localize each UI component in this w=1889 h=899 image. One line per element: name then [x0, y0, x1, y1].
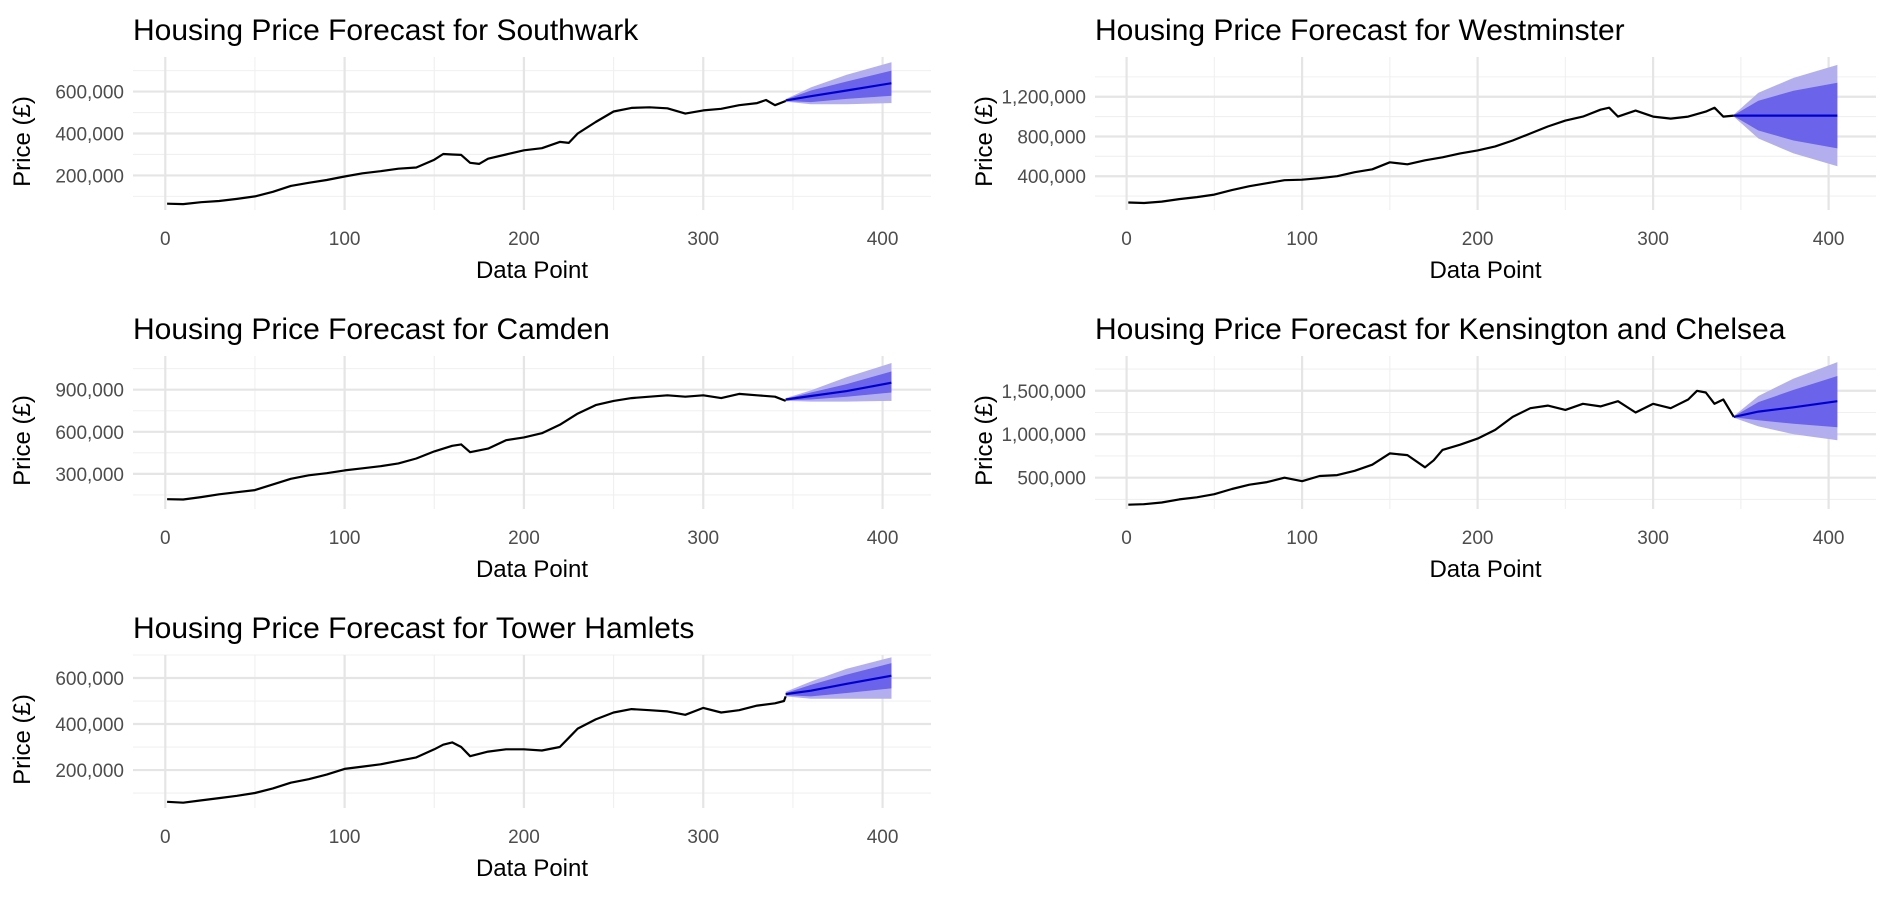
- history-line: [167, 98, 787, 206]
- x-tick-label: 200: [508, 229, 540, 250]
- y-axis-title: Price (£): [9, 395, 36, 486]
- x-tick-label: 0: [160, 229, 171, 250]
- x-axis-title: Data Point: [1429, 556, 1541, 583]
- x-tick-label: 100: [329, 229, 361, 250]
- x-axis-title: Data Point: [1429, 257, 1541, 284]
- x-tick-label: 400: [867, 827, 899, 848]
- y-axis-title: Price (£): [9, 694, 36, 785]
- x-tick-label: 0: [1121, 229, 1132, 250]
- chart-panel-5: 0 100 200 300 400 200,000 400,000 600,000 Housin…: [9, 612, 931, 882]
- y-axis-title: Price (£): [9, 96, 36, 187]
- forecast-mean-line: [785, 674, 892, 696]
- chart-panel-4: 0 100 200 300 400 500,000 1,000,000 1,500,000 Ho…: [971, 313, 1876, 583]
- history-line: [1128, 106, 1734, 205]
- y-tick-label: 600,000: [55, 669, 124, 690]
- x-tick-label: 100: [1286, 229, 1318, 250]
- y-tick-label: 600,000: [55, 423, 124, 444]
- y-tick-label: 900,000: [55, 381, 124, 402]
- y-tick-label: 400,000: [1017, 167, 1086, 188]
- x-tick-label: 400: [867, 528, 899, 549]
- x-tick-label: 400: [1813, 528, 1845, 549]
- y-tick-label: 1,500,000: [1001, 382, 1086, 403]
- chart-title: Housing Price Forecast for Tower Hamlets: [133, 612, 694, 645]
- x-tick-label: 200: [508, 528, 540, 549]
- y-tick-label: 800,000: [1017, 127, 1086, 148]
- y-tick-label: 400,000: [55, 715, 124, 736]
- x-tick-label: 100: [329, 528, 361, 549]
- chart-title: Housing Price Forecast for Southwark: [133, 14, 639, 47]
- forecast-band-80: [785, 371, 892, 401]
- x-tick-label: 300: [687, 827, 719, 848]
- y-tick-label: 400,000: [55, 125, 124, 146]
- x-tick-label: 200: [1462, 528, 1494, 549]
- forecast-band-80: [785, 663, 892, 697]
- y-tick-label: 1,200,000: [1001, 88, 1086, 109]
- chart-title: Housing Price Forecast for Westminster: [1095, 14, 1625, 47]
- y-tick-label: 1,000,000: [1001, 425, 1086, 446]
- x-axis-title: Data Point: [476, 855, 588, 882]
- x-tick-label: 400: [1813, 229, 1845, 250]
- history-line: [167, 696, 787, 804]
- x-tick-label: 200: [1462, 229, 1494, 250]
- y-tick-label: 500,000: [1017, 469, 1086, 490]
- y-axis-title: Price (£): [971, 96, 998, 187]
- forecast-band-80: [785, 70, 892, 103]
- chart-title: Housing Price Forecast for Kensington an…: [1095, 313, 1786, 346]
- x-tick-label: 300: [687, 229, 719, 250]
- forecast-mean-line: [1733, 400, 1838, 418]
- y-tick-label: 200,000: [55, 166, 124, 187]
- forecast-mean-line: [785, 381, 892, 401]
- x-axis-title: Data Point: [476, 257, 588, 284]
- x-tick-label: 300: [1637, 229, 1669, 250]
- x-tick-label: 0: [1121, 528, 1132, 549]
- history-line: [167, 392, 787, 501]
- forecast-band-80: [1733, 376, 1838, 428]
- y-tick-label: 200,000: [55, 761, 124, 782]
- x-tick-label: 100: [329, 827, 361, 848]
- x-axis-title: Data Point: [476, 556, 588, 583]
- y-axis-title: Price (£): [971, 395, 998, 486]
- x-tick-label: 100: [1286, 528, 1318, 549]
- x-tick-label: 0: [160, 827, 171, 848]
- x-tick-label: 300: [1637, 528, 1669, 549]
- y-tick-label: 300,000: [55, 465, 124, 486]
- chart-panel-1: 0 100 200 300 400 200,000 400,000 600,000 Housin…: [9, 14, 931, 284]
- x-tick-label: 200: [508, 827, 540, 848]
- forecast-mean-line: [785, 82, 892, 102]
- history-line: [1128, 389, 1735, 506]
- chart-panel-2: 0 100 200 300 400 400,000 800,000 1,200,000 Hous…: [971, 14, 1876, 284]
- x-tick-label: 300: [687, 528, 719, 549]
- y-tick-label: 600,000: [55, 83, 124, 104]
- chart-title: Housing Price Forecast for Camden: [133, 313, 610, 346]
- x-tick-label: 400: [867, 229, 899, 250]
- chart-panel-3: 0 100 200 300 400 300,000 600,000 900,000 Housin…: [9, 313, 931, 583]
- x-tick-label: 0: [160, 528, 171, 549]
